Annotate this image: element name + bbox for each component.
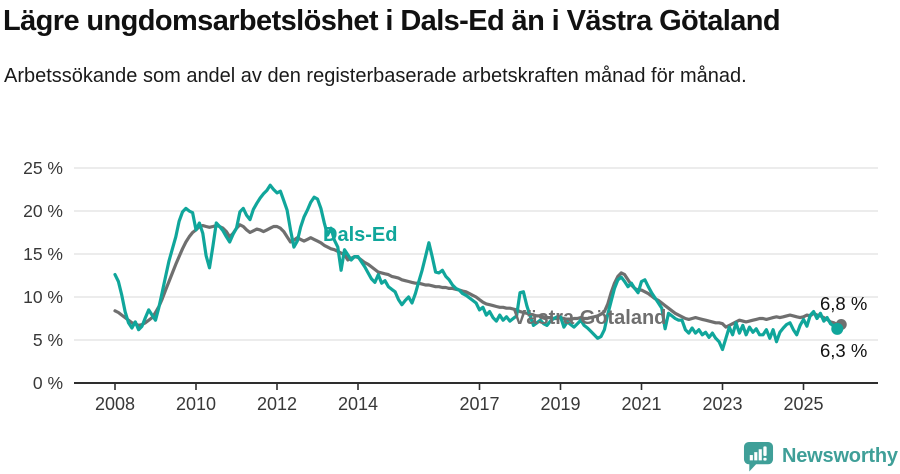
y-tick-label: 5 % bbox=[33, 330, 63, 350]
x-tick-label: 2012 bbox=[257, 394, 297, 414]
dals-ed-series-label: Dals-Ed bbox=[323, 224, 397, 246]
dals-ed-end-value-label: 6,3 % bbox=[820, 340, 867, 361]
newsworthy-chart-bubble-icon bbox=[743, 441, 774, 472]
x-tick-label: 2008 bbox=[95, 394, 135, 414]
vastra-gotaland-line bbox=[113, 223, 839, 329]
x-tick-label: 2023 bbox=[702, 394, 742, 414]
x-tick-label: 2014 bbox=[338, 394, 378, 414]
x-tick-label: 2017 bbox=[459, 394, 499, 414]
x-tick-label: 2021 bbox=[621, 394, 661, 414]
y-tick-label: 0 % bbox=[33, 373, 63, 393]
y-tick-label: 15 % bbox=[23, 244, 63, 264]
chart-subtitle: Arbetssökande som andel av den registerb… bbox=[4, 65, 747, 87]
x-tick-label: 2025 bbox=[783, 394, 823, 414]
x-tick-label: 2010 bbox=[176, 394, 216, 414]
y-tick-label: 20 % bbox=[23, 201, 63, 221]
vastra-gotaland-series-label: Västra Götaland bbox=[513, 307, 666, 329]
vastra-gotaland-end-value-label: 6,8 % bbox=[820, 293, 867, 314]
x-tick-label: 2019 bbox=[540, 394, 580, 414]
y-tick-label: 10 % bbox=[23, 287, 63, 307]
y-tick-label: 25 % bbox=[23, 158, 63, 178]
dals-ed-line bbox=[113, 183, 839, 352]
brand-name: Newsworthy bbox=[782, 445, 898, 467]
newsworthy-logo: Newsworthy bbox=[743, 441, 898, 472]
chart-title: Lägre ungdomsarbetslöshet i Dals-Ed än i… bbox=[3, 5, 781, 37]
dals-ed-end-dot bbox=[831, 322, 844, 335]
